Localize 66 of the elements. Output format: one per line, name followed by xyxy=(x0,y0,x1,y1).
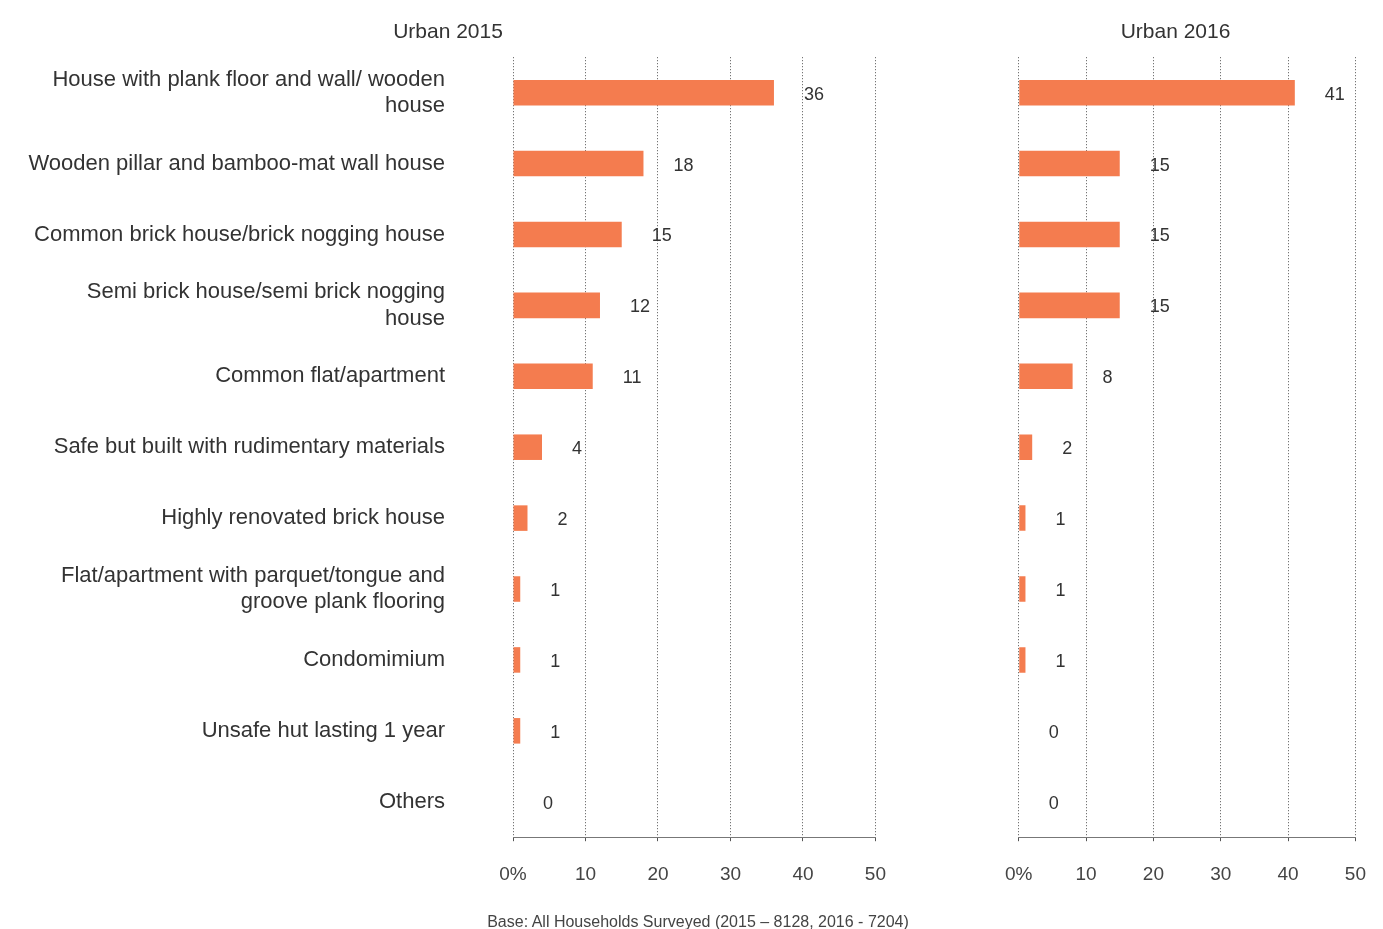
data-label: 12 xyxy=(629,296,651,317)
data-label: 15 xyxy=(651,225,672,246)
data-label: 4 xyxy=(571,438,583,459)
chart-title: Urban 2015 xyxy=(393,19,503,43)
bar xyxy=(1019,292,1120,319)
bar xyxy=(513,647,521,673)
x-tick-label: 20 xyxy=(647,862,669,884)
data-label: 18 xyxy=(673,154,694,175)
data-label: 0 xyxy=(543,792,554,813)
y-tick-label: Condomimium xyxy=(303,645,445,671)
bar xyxy=(513,505,528,531)
y-tick-label: Unsafe hut lasting 1 year xyxy=(201,716,445,742)
bar xyxy=(513,718,521,744)
x-tick-label: 0% xyxy=(499,862,527,884)
bar xyxy=(1019,79,1295,106)
bar xyxy=(513,79,774,106)
x-tick-label: 30 xyxy=(1210,862,1232,884)
bar xyxy=(1019,505,1026,531)
data-label: 36 xyxy=(803,83,824,104)
data-label: 1 xyxy=(1055,579,1066,600)
x-tick-label: 30 xyxy=(719,862,742,884)
chart-title: Urban 2016 xyxy=(1120,19,1231,43)
bar xyxy=(513,150,644,177)
data-label: 15 xyxy=(1149,225,1170,246)
data-label: 1 xyxy=(550,721,561,742)
data-label: 2 xyxy=(1062,438,1073,459)
y-tick-label: Semi brick house/semi brick nogging house xyxy=(86,278,445,330)
y-tick-label: Common brick house/brick nogging house xyxy=(34,220,445,246)
y-tick-label: Common flat/apartment xyxy=(215,362,445,388)
bar xyxy=(1019,576,1026,602)
bar xyxy=(513,292,600,319)
y-tick-label: Flat/apartment with parquet/tongue and groove plank flooring xyxy=(60,561,445,614)
bar xyxy=(513,221,622,248)
x-tick-label: 50 xyxy=(1344,862,1366,884)
bar xyxy=(1019,647,1026,673)
x-tick-label: 50 xyxy=(864,862,886,884)
x-tick-label: 20 xyxy=(1142,862,1164,884)
x-tick-label: 10 xyxy=(1075,862,1097,884)
x-tick-label: 10 xyxy=(574,862,597,884)
data-label: 41 xyxy=(1324,83,1345,104)
bar xyxy=(513,576,521,602)
bar xyxy=(1019,363,1073,390)
data-label: 2 xyxy=(557,509,568,530)
data-label: 0 xyxy=(1048,721,1059,742)
data-label: 1 xyxy=(550,579,561,600)
data-label: 11 xyxy=(622,367,642,388)
y-tick-label: Safe but built with rudimentary materials xyxy=(53,433,445,459)
x-tick-label: 0% xyxy=(1005,862,1033,884)
data-label: 15 xyxy=(1149,296,1170,317)
data-label: 0 xyxy=(1048,792,1059,813)
data-label: 8 xyxy=(1102,367,1113,388)
bar xyxy=(513,434,542,460)
bar xyxy=(1019,434,1033,460)
bar xyxy=(1019,221,1120,248)
x-tick-label: 40 xyxy=(792,862,814,884)
data-label: 15 xyxy=(1149,154,1170,175)
y-tick-label: Others xyxy=(378,787,445,813)
bar xyxy=(513,363,593,390)
y-tick-label: Wooden pillar and bamboo-mat wall house xyxy=(28,149,445,175)
y-tick-label: House with plank floor and wall/ wooden house xyxy=(52,65,445,117)
bar xyxy=(1019,150,1120,177)
data-label: 1 xyxy=(1055,650,1066,671)
y-tick-label: Highly renovated brick house xyxy=(161,504,445,530)
data-label: 1 xyxy=(550,650,561,671)
x-tick-label: 40 xyxy=(1277,862,1299,884)
data-label: 1 xyxy=(1055,509,1066,530)
